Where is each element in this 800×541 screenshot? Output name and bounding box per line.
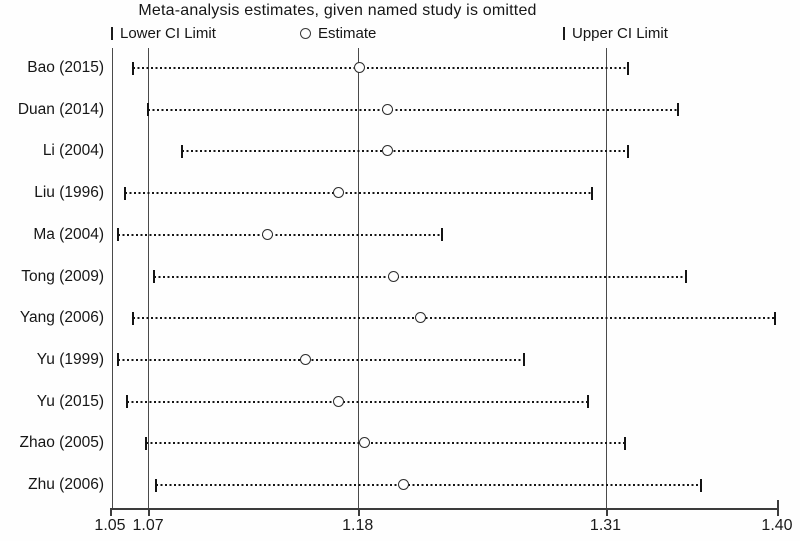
ci-dotted-line [155, 484, 701, 486]
estimate-circle-icon [300, 27, 311, 39]
ci-lower-cap [152, 270, 155, 283]
upper-ci-tick-icon [563, 26, 565, 40]
ci-dotted-line [148, 108, 678, 111]
x-axis-tick-label: 1.07 [132, 517, 164, 534]
ci-upper-cap [587, 395, 590, 409]
chart-title: Meta-analysis estimates, given named stu… [138, 2, 537, 19]
ci-dotted-line [132, 317, 776, 320]
ci-lower-cap [116, 353, 119, 367]
study-label: Tong (2009) [21, 267, 104, 285]
x-axis-tick-label: 1.31 [589, 517, 622, 534]
legend-label-estimate: Estimate [318, 24, 377, 42]
x-axis-right-endcap [777, 500, 779, 508]
study-label: Zhao (2005) [19, 434, 104, 452]
estimate-marker [359, 437, 371, 449]
study-label: Yu (2015) [36, 392, 104, 410]
x-axis-tick [777, 508, 779, 516]
estimate-marker [353, 62, 365, 73]
ci-dotted-line [182, 150, 629, 153]
estimate-marker [332, 187, 344, 199]
y-axis-line [112, 48, 113, 508]
ci-upper-cap [627, 144, 630, 158]
ci-dotted-line [146, 442, 625, 445]
ci-upper-cap [699, 478, 702, 492]
ci-dotted-line [125, 192, 593, 195]
ci-dotted-line [117, 233, 442, 236]
ci-lower-cap [124, 186, 127, 200]
legend-item-upper-ci: Upper CI Limit [563, 24, 668, 42]
ci-lower-cap [154, 478, 157, 492]
ci-dotted-line [117, 358, 524, 361]
study-label: Yu (1999) [36, 350, 104, 368]
ref-line-overall-lower [148, 48, 150, 508]
ci-upper-cap [623, 436, 626, 450]
study-label: Ma (2004) [33, 225, 104, 243]
estimate-marker [262, 228, 274, 240]
x-axis-tick [605, 508, 608, 516]
estimate-marker [332, 395, 344, 407]
estimate-marker [388, 270, 399, 282]
x-axis-tick-label: 1.18 [342, 517, 374, 534]
ci-upper-cap [440, 228, 443, 242]
legend-item-estimate: Estimate [300, 24, 377, 42]
estimate-marker [382, 145, 394, 157]
legend-label-lower-ci: Lower CI Limit [120, 24, 216, 42]
estimate-marker [397, 479, 409, 490]
ci-lower-cap [126, 395, 129, 409]
ci-upper-cap [676, 103, 679, 117]
ci-lower-cap [147, 103, 150, 117]
x-axis-tick [148, 508, 151, 516]
ci-upper-cap [591, 186, 594, 200]
ci-upper-cap [627, 61, 630, 75]
estimate-marker [414, 312, 426, 324]
study-label: Duan (2014) [17, 100, 104, 118]
study-label: Bao (2015) [27, 59, 104, 76]
study-label: Li (2004) [42, 142, 104, 160]
study-label: Zhu (2006) [28, 476, 104, 493]
x-axis-line [110, 508, 777, 510]
study-label: Yang (2006) [19, 309, 104, 327]
estimate-marker [300, 353, 312, 365]
ci-upper-cap [684, 270, 687, 283]
legend-label-upper-ci: Upper CI Limit [572, 24, 668, 42]
ref-line-overall-estimate [357, 48, 359, 508]
estimate-marker [382, 103, 394, 115]
ref-line-overall-upper [605, 48, 607, 508]
x-axis-tick-label: 1.40 [761, 517, 793, 534]
ci-upper-cap [774, 311, 777, 325]
legend-item-lower-ci: Lower CI Limit [111, 24, 216, 42]
ci-lower-cap [116, 228, 119, 242]
ci-dotted-line [127, 400, 589, 403]
ci-lower-cap [181, 144, 184, 158]
x-axis-tick [110, 508, 112, 516]
ci-upper-cap [522, 353, 525, 367]
ci-lower-cap [131, 311, 134, 325]
ci-dotted-line [153, 275, 686, 278]
study-label: Liu (1996) [34, 184, 104, 202]
lower-ci-tick-icon [111, 26, 113, 40]
x-axis-tick-label: 1.05 [94, 517, 126, 534]
ci-lower-cap [145, 436, 148, 450]
ci-dotted-line [132, 67, 629, 69]
x-axis-tick [357, 508, 360, 516]
ci-lower-cap [131, 61, 134, 75]
